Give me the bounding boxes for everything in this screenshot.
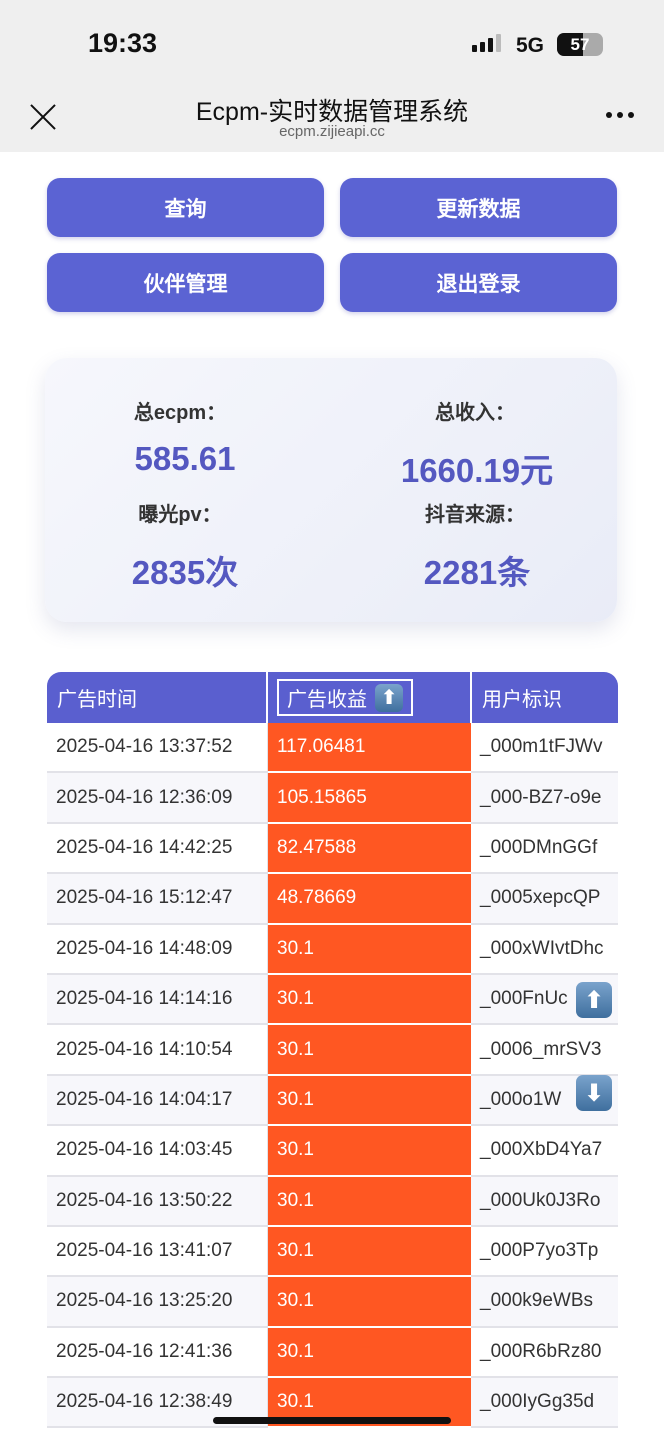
table-row[interactable]: 2025-04-16 14:48:09 30.1 _000xWIvtDhc	[47, 924, 618, 975]
table-row[interactable]: 2025-04-16 12:41:36 30.1 _000R6bRz80	[47, 1327, 618, 1379]
ad-revenue-cell: 30.1	[268, 1226, 471, 1278]
home-indicator	[213, 1417, 451, 1424]
ecpm-label: 总ecpm：	[133, 402, 227, 424]
battery-level: 57	[570, 35, 590, 54]
user-id-cell: _000R6bRz80	[480, 1340, 602, 1362]
ad-revenue-cell: 30.1	[268, 1075, 471, 1127]
ad-time-cell: 2025-04-16 13:25:20	[47, 1277, 268, 1326]
user-id-cell: _000IyGg35d	[480, 1391, 595, 1413]
status-bar: 19:33 5G 57	[0, 0, 664, 80]
table-row[interactable]: 2025-04-16 13:41:07 30.1 _000P7yo3Tp	[47, 1226, 618, 1278]
pv-value: 2835次	[131, 554, 239, 591]
page-url: ecpm.zijieapi.cc	[279, 123, 385, 140]
user-id-cell: _000o1W	[480, 1088, 562, 1110]
sort-up-icon[interactable]: ⬆	[375, 683, 403, 712]
user-id-cell: _0005xepcQP	[480, 887, 601, 909]
ad-time-cell: 2025-04-16 12:36:09	[47, 773, 268, 822]
table-row[interactable]: 2025-04-16 15:12:47 48.78669 _0005xepcQP	[47, 874, 618, 925]
ad-revenue-cell: 30.1	[268, 1277, 471, 1328]
table-row[interactable]: 2025-04-16 13:37:52 117.06481 _000m1tFJWv	[47, 723, 618, 774]
page-title: Ecpm-实时数据管理系统	[195, 98, 469, 126]
ad-revenue-cell: 48.78669	[268, 874, 471, 925]
scroll-up-icon[interactable]: ⬆	[576, 982, 612, 1018]
table-row[interactable]: 2025-04-16 14:04:17 30.1 _000o1W	[47, 1075, 618, 1127]
query-button[interactable]: 查询	[47, 178, 324, 237]
stats-card: 总ecpm： 585.61 总收入： 1660.19元 曝光pv： 2835次 …	[45, 358, 617, 622]
ad-revenue-cell: 30.1	[268, 1327, 471, 1379]
table-row[interactable]: 2025-04-16 13:25:20 30.1 _000k9eWBs	[47, 1277, 618, 1328]
ad-revenue-cell: 117.06481	[268, 723, 471, 774]
ad-time-cell: 2025-04-16 12:41:36	[47, 1327, 268, 1377]
user-id-cell: _0006_mrSV3	[480, 1038, 602, 1060]
status-time: 19:33	[88, 28, 158, 58]
header-user-id[interactable]: 用户标识	[482, 689, 562, 711]
ad-time-cell: 2025-04-16 12:38:49	[47, 1378, 268, 1427]
user-id-cell: _000m1tFJWv	[480, 736, 603, 758]
user-id-cell: _000DMnGGf	[480, 836, 598, 858]
nav-bar: Ecpm-实时数据管理系统 ecpm.zijieapi.cc	[0, 80, 664, 152]
user-id-cell: _000k9eWBs	[480, 1290, 594, 1312]
ad-revenue-cell: 105.15865	[268, 773, 471, 824]
ad-time-cell: 2025-04-16 14:14:16	[47, 974, 268, 1024]
scroll-down-icon[interactable]: ⬇	[576, 1075, 612, 1111]
ad-time-cell: 2025-04-16 14:42:25	[47, 823, 268, 873]
more-icon[interactable]	[606, 112, 634, 118]
ecpm-value: 585.61	[134, 440, 236, 477]
user-id-cell: _000Uk0J3Ro	[480, 1189, 601, 1211]
signal-icon	[472, 34, 501, 52]
user-id-cell: _000P7yo3Tp	[480, 1240, 599, 1262]
user-id-cell: _000FnUc	[480, 988, 568, 1010]
ad-revenue-cell: 30.1	[268, 1126, 471, 1177]
income-label: 总收入：	[435, 402, 515, 424]
header-ad-time[interactable]: 广告时间	[47, 672, 268, 723]
ad-time-cell: 2025-04-16 14:48:09	[47, 924, 268, 973]
user-id-cell: _000-BZ7-o9e	[480, 786, 602, 808]
table-row[interactable]: 2025-04-16 13:50:22 30.1 _000Uk0J3Ro	[47, 1176, 618, 1227]
ad-revenue-cell: 82.47588	[268, 823, 471, 875]
logout-button[interactable]: 退出登录	[340, 253, 617, 312]
table-row[interactable]: 2025-04-16 14:03:45 30.1 _000XbD4Ya7	[47, 1126, 618, 1177]
header-ad-revenue[interactable]: 广告收益 ⬆	[268, 672, 472, 723]
ad-data-table: 广告时间 广告收益 ⬆ 用户标识 2025-04-16 13:37:52 117.0…	[47, 672, 618, 1439]
header-ad-revenue-label: 广告收益	[287, 689, 367, 711]
income-value: 1660.19元	[400, 452, 554, 489]
table-body: 2025-04-16 13:37:52 117.06481 _000m1tFJWv 2…	[47, 723, 618, 1429]
network-type: 5G	[516, 34, 545, 57]
table-row[interactable]: 2025-04-16 14:14:16 30.1 _000FnUc	[47, 974, 618, 1026]
table-row[interactable]: 2025-04-16 14:42:25 82.47588 _000DMnGGf	[47, 823, 618, 875]
ad-time-cell: 2025-04-16 15:12:47	[47, 874, 268, 923]
ad-revenue-cell: 30.1	[268, 1176, 471, 1227]
ad-time-cell: 2025-04-16 13:50:22	[47, 1176, 268, 1225]
battery-icon: 57	[557, 33, 603, 56]
update-data-button[interactable]: 更新数据	[340, 178, 617, 237]
pv-label: 曝光pv：	[138, 504, 222, 526]
table-row[interactable]: 2025-04-16 14:10:54 30.1 _0006_mrSV3	[47, 1025, 618, 1076]
ad-time-cell: 2025-04-16 14:10:54	[47, 1025, 268, 1074]
user-id-cell: _000XbD4Ya7	[480, 1139, 603, 1161]
ad-time-cell: 2025-04-16 13:41:07	[47, 1226, 268, 1276]
user-id-cell: _000xWIvtDhc	[480, 937, 604, 959]
ad-time-cell: 2025-04-16 14:03:45	[47, 1126, 268, 1175]
ad-revenue-cell: 30.1	[268, 924, 471, 975]
table-row[interactable]: 2025-04-16 12:36:09 105.15865 _000-BZ7-o9e	[47, 773, 618, 824]
ad-time-cell: 2025-04-16 14:04:17	[47, 1075, 268, 1125]
ad-time-cell: 2025-04-16 13:37:52	[47, 723, 268, 772]
source-label: 抖音来源：	[425, 504, 525, 526]
table-header: 广告时间 广告收益 ⬆ 用户标识	[47, 672, 618, 723]
partner-management-button[interactable]: 伙伴管理	[47, 253, 324, 312]
ad-revenue-cell: 30.1	[268, 974, 471, 1026]
source-value: 2281条	[423, 554, 531, 591]
ad-revenue-cell: 30.1	[268, 1025, 471, 1076]
